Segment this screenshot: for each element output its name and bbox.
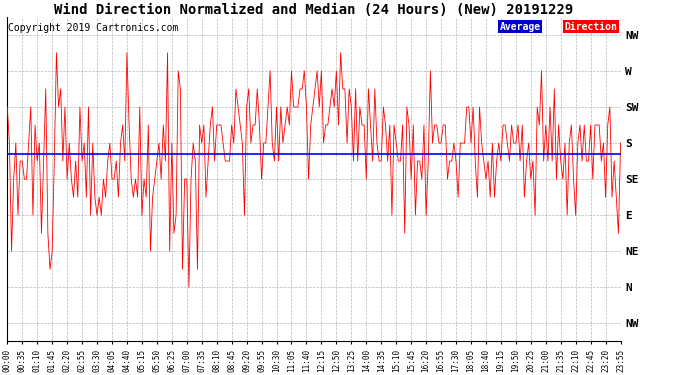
Title: Wind Direction Normalized and Median (24 Hours) (New) 20191229: Wind Direction Normalized and Median (24… — [55, 3, 573, 17]
Text: Direction: Direction — [564, 22, 618, 32]
Text: Copyright 2019 Cartronics.com: Copyright 2019 Cartronics.com — [8, 23, 178, 33]
Text: Average: Average — [500, 22, 541, 32]
